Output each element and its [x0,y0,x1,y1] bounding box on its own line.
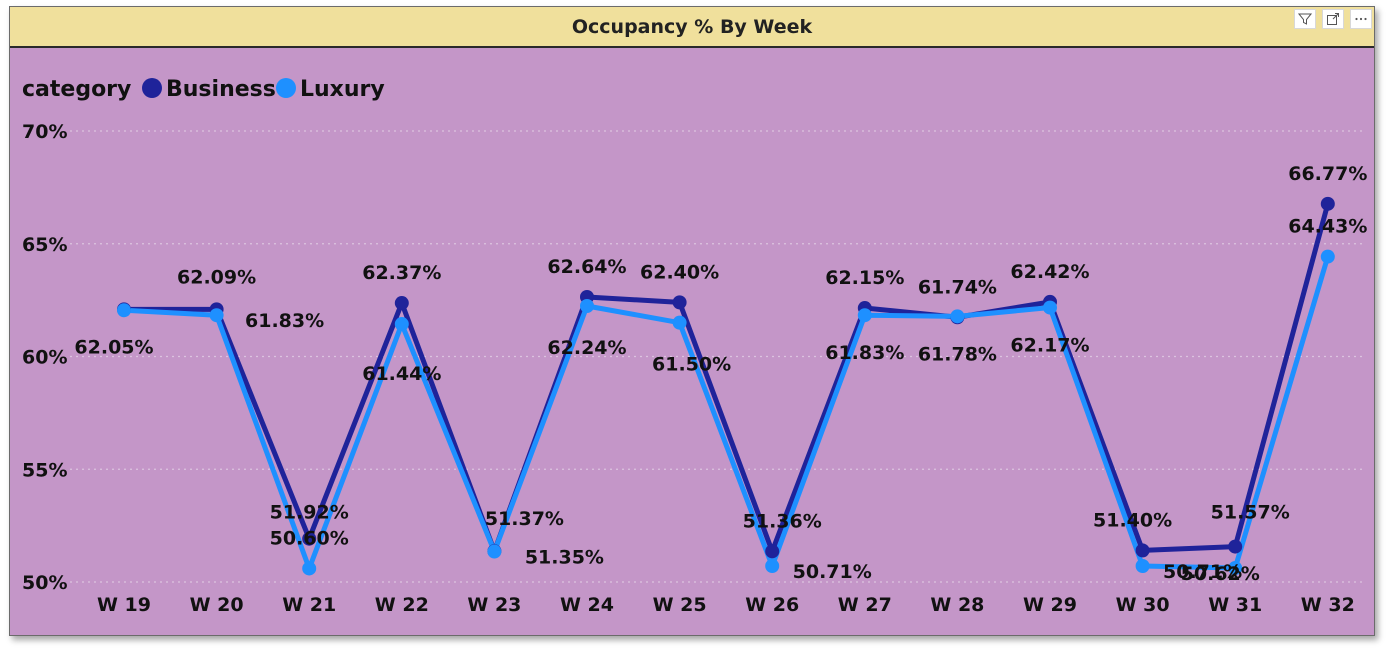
x-tick-label: W 24 [560,594,614,616]
x-tick-label: W 31 [1208,594,1262,616]
data-point-business [672,295,687,310]
y-tick-label: 70% [22,121,67,143]
data-label-luxury: 64.43% [1288,216,1367,238]
data-point-business [1320,196,1335,211]
data-label-business: 62.42% [1010,261,1089,283]
legend: category Business Luxury [22,77,385,102]
data-label-luxury: 61.83% [825,342,904,364]
data-point-business [302,531,317,546]
data-label-business: 62.37% [362,262,441,284]
legend-marker-business [142,78,162,98]
data-point-luxury [857,308,872,323]
data-point-luxury [1228,561,1243,576]
chart-visual: Occupancy % By Week category Business Lux… [9,6,1375,636]
data-label-luxury: 50.60% [270,527,349,549]
data-label-business: 51.36% [743,510,822,532]
data-label-business: 66.77% [1288,163,1367,185]
data-point-luxury [672,315,687,330]
data-point-luxury [1135,558,1150,573]
x-tick-label: W 21 [282,594,336,616]
data-label-business: 51.92% [270,502,349,524]
data-label-business: 62.64% [547,256,626,278]
data-point-luxury [950,309,965,324]
x-tick-label: W 23 [467,594,521,616]
y-tick-label: 60% [22,347,67,369]
data-label-business: 62.40% [640,261,719,283]
series-line-business [124,203,1331,554]
data-label-luxury: 62.05% [74,336,153,358]
data-label-luxury: 50.62% [1181,563,1260,585]
y-tick-label: 50% [22,572,67,594]
data-point-luxury [209,308,224,323]
data-label-business: 51.37% [485,508,564,530]
legend-title: category [22,77,131,102]
visual-toolbar [1294,9,1372,29]
x-tick-label: W 20 [190,594,244,616]
x-tick-label: W 27 [838,594,892,616]
line-chart: category Business Luxury 70% 65% 60% 55% 50% W… [22,77,1367,616]
title-bar: Occupancy % By Week [10,7,1374,48]
data-point-luxury [487,544,502,559]
data-point-luxury [1043,300,1057,315]
data-labels: 62.09% 51.92% 62.37% 51.37% 62.64% 62.40% 51.3… [74,163,1367,585]
legend-label-luxury: Luxury [300,77,385,102]
more-options-icon [1355,17,1367,21]
y-tick-label: 65% [22,234,67,256]
more-options-button[interactable] [1350,9,1372,29]
data-label-business: 62.15% [825,267,904,289]
x-tick-label: W 26 [745,594,799,616]
legend-label-business: Business [166,77,276,102]
focus-mode-icon [1327,13,1339,25]
data-label-luxury: 61.44% [362,363,441,385]
series [117,196,1335,576]
x-tick-label: W 30 [1116,594,1170,616]
data-point-business [1135,543,1150,558]
data-label-luxury: 51.35% [525,547,604,569]
filter-icon [1298,13,1312,25]
axes: 70% 65% 60% 55% 50% W 19 W 20 W 21 W 22 W 23 W 24 W… [22,121,1355,616]
data-label-business: 61.74% [918,276,997,298]
data-label-business: 51.40% [1093,509,1172,531]
data-label-luxury: 62.17% [1010,335,1089,357]
data-label-luxury: 50.71% [793,561,872,583]
data-label-luxury: 61.78% [918,343,997,365]
data-label-luxury: 50.71% [1163,561,1242,583]
legend-marker-luxury [276,78,296,98]
series-line-luxury [123,255,1331,571]
data-point-luxury [302,561,317,576]
data-point-business [1228,539,1243,554]
data-point-luxury [1320,249,1335,264]
data-point-business [394,296,409,311]
x-tick-label: W 19 [97,594,151,616]
x-tick-label: W 32 [1301,594,1355,616]
data-label-luxury: 62.24% [547,337,626,359]
data-label-luxury: 61.50% [652,354,731,376]
x-tick-label: W 28 [930,594,984,616]
data-label-luxury: 61.83% [245,310,324,332]
data-point-luxury [765,558,780,573]
data-label-business: 51.57% [1211,502,1290,524]
data-point-business [765,544,780,559]
filter-button[interactable] [1294,9,1316,29]
y-tick-label: 55% [22,459,67,481]
data-point-luxury [117,303,131,318]
x-tick-label: W 29 [1023,594,1077,616]
x-tick-label: W 22 [375,594,429,616]
data-label-business: 62.09% [177,266,256,288]
chart-title: Occupancy % By Week [571,15,813,38]
x-tick-label: W 25 [653,594,707,616]
data-point-luxury [394,317,409,332]
focus-mode-button[interactable] [1322,9,1344,29]
data-point-luxury [580,298,594,313]
